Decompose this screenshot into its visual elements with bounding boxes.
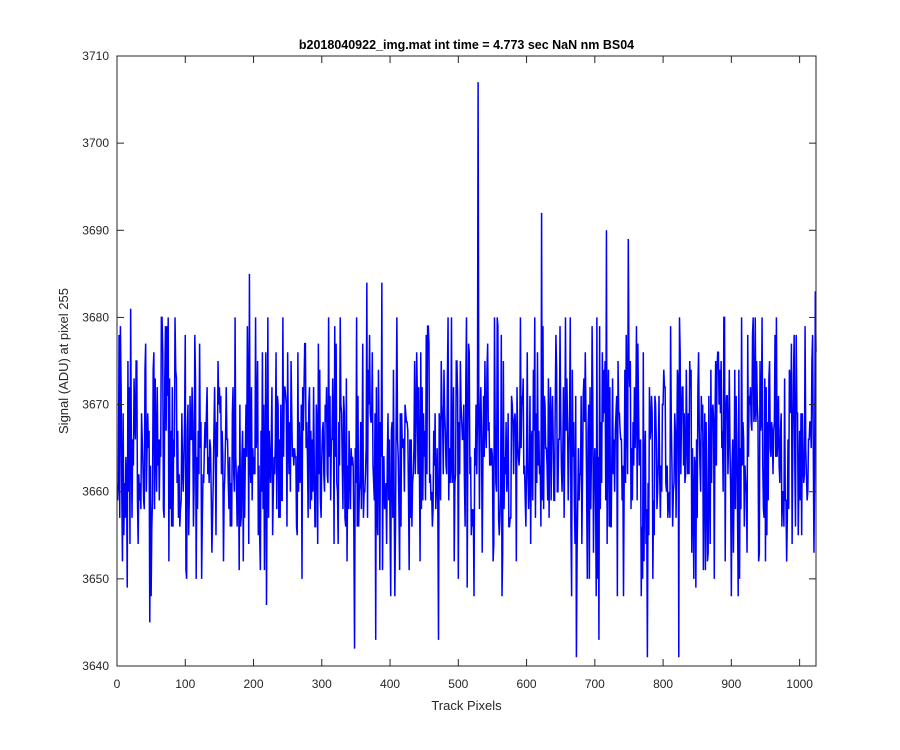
x-tick-label: 500 [448,677,468,691]
x-tick-label: 1000 [786,677,813,691]
x-tick-label: 300 [312,677,332,691]
x-tick-label: 0 [114,677,121,691]
x-axis-label: Track Pixels [431,698,502,713]
y-tick-label: 3690 [82,223,109,237]
y-tick-label: 3640 [82,659,109,673]
x-tick-label: 700 [585,677,605,691]
y-tick-label: 3710 [82,49,109,63]
x-tick-label: 200 [244,677,264,691]
series-layer [116,82,817,658]
x-tick-label: 800 [653,677,673,691]
y-tick-label: 3680 [82,310,109,324]
y-tick-label: 3670 [82,398,109,412]
axes-box [116,55,817,667]
x-tick-label: 600 [517,677,537,691]
signal-series-line [116,82,817,658]
y-axis-label: Signal (ADU) at pixel 255 [56,288,71,434]
x-tick-label: 100 [175,677,195,691]
y-tick-label: 3700 [82,136,109,150]
y-tick-label: 3660 [82,485,109,499]
x-tick-label: 900 [721,677,741,691]
y-tick-label: 3650 [82,572,109,586]
tick-layer: 0 100 200 300 400 500 600 700 800 900 1000 3640 3650… [82,49,816,691]
x-tick-label: 400 [380,677,400,691]
chart-title: b2018040922_img.mat int time = 4.773 sec… [299,38,634,52]
